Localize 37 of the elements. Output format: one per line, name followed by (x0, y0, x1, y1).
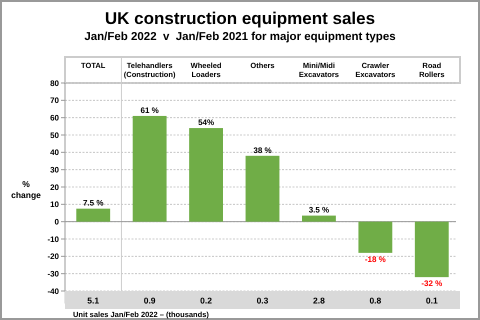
bar (414, 222, 449, 278)
y-tick-label: 10 (50, 200, 60, 210)
y-tick-label: 20 (50, 182, 60, 192)
y-tick-label: 0 (54, 217, 60, 226)
y-tick-label: 30 (50, 165, 60, 174)
y-axis-title: % change (11, 179, 42, 200)
y-tick-label: -10 (47, 234, 60, 244)
data-label: -32 % (421, 279, 442, 288)
text: 0.1 (426, 296, 438, 306)
data-label: 38 % (253, 146, 272, 155)
text: 5.1 (87, 296, 100, 306)
bar (189, 128, 223, 222)
text: 2.8 (313, 296, 326, 306)
data-label: 7.5 % (82, 198, 104, 208)
bar (302, 216, 336, 222)
text: 0.3 (256, 296, 269, 306)
y-tick-label: -20 (47, 252, 60, 262)
data-label: 54% (198, 118, 214, 128)
y-tick-label: -40 (47, 286, 60, 296)
y-tick-label: 70 (50, 96, 60, 106)
y-tick-label: 50 (50, 130, 60, 140)
text: 0.9 (144, 296, 156, 306)
bar (246, 156, 280, 222)
y-tick-label: 40 (50, 148, 60, 158)
data-label: -18 % (364, 254, 386, 264)
y-tick-label: 80 (50, 78, 60, 88)
text: 0.8 (369, 296, 382, 306)
chart-title: UK construction equipment sales (104, 9, 376, 28)
text: 0.2 (200, 296, 212, 306)
bar (76, 208, 110, 222)
bar (358, 222, 392, 253)
data-label: 3.5 % (308, 206, 330, 215)
bar (132, 116, 167, 222)
y-tick-label: -30 (47, 269, 60, 278)
chart-subtitle: Jan/Feb 2022 v Jan/Feb 2021 for major equipment types (84, 31, 396, 43)
data-label: 61 % (140, 106, 159, 115)
y-tick-label: 60 (50, 113, 60, 122)
